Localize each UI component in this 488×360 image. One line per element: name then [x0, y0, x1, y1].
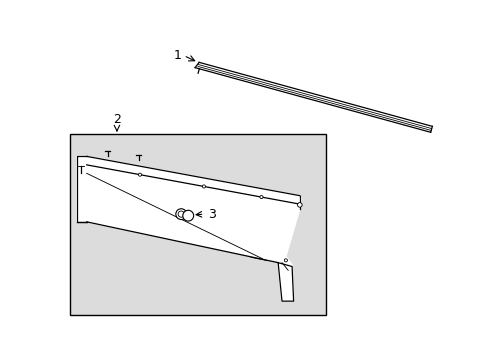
Polygon shape	[278, 263, 293, 301]
Circle shape	[176, 209, 186, 220]
Circle shape	[138, 173, 141, 176]
Bar	[70, 134, 325, 315]
Circle shape	[202, 185, 205, 188]
Circle shape	[297, 203, 302, 207]
Circle shape	[260, 195, 263, 199]
Circle shape	[178, 211, 184, 217]
Text: 2: 2	[113, 113, 121, 126]
Circle shape	[284, 259, 287, 262]
Polygon shape	[195, 62, 431, 132]
Text: 3: 3	[207, 208, 215, 221]
Polygon shape	[77, 156, 301, 301]
Circle shape	[183, 210, 193, 221]
Text: 1: 1	[173, 49, 181, 62]
